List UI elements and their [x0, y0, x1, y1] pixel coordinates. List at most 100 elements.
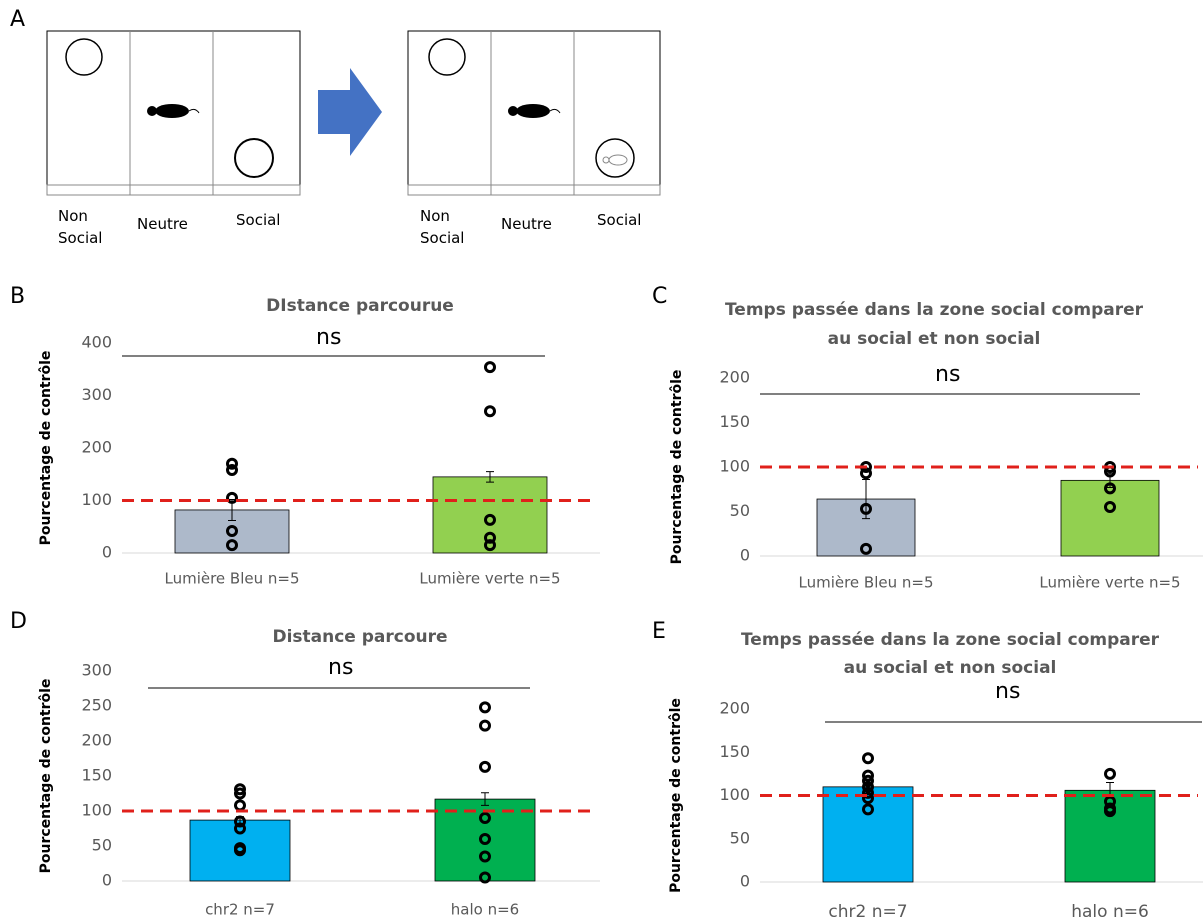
zone-label: Neutre: [137, 215, 188, 233]
y-tick-label: 400: [81, 333, 112, 352]
panel-letter: E: [652, 619, 666, 644]
y-tick-label: 150: [81, 766, 112, 785]
data-point: [484, 539, 496, 552]
y-tick-label: 200: [719, 368, 750, 387]
y-tick-label: 50: [730, 828, 750, 847]
y-tick-label: 0: [740, 546, 750, 565]
chart-title: Distance parcoure: [272, 627, 447, 647]
x-tick-label: chr2 n=7: [205, 901, 275, 919]
chart-title: au social et non social: [844, 658, 1057, 678]
significance-label: ns: [316, 325, 341, 350]
data-point: [234, 815, 246, 828]
data-point: [862, 752, 874, 765]
panel-letter: B: [10, 284, 25, 309]
chart-title: Temps passée dans la zone social compare…: [725, 300, 1144, 320]
y-tick-label: 200: [81, 438, 112, 457]
data-point: [234, 787, 246, 800]
data-point: [860, 542, 872, 555]
arrow: [318, 68, 382, 156]
y-axis-label: Pourcentage de contrôle: [38, 679, 54, 874]
data-point: [234, 799, 246, 812]
data-point: [479, 871, 491, 884]
data-point: [479, 850, 491, 863]
data-point: [226, 524, 238, 537]
panel-letter: D: [10, 609, 27, 634]
data-point: [862, 792, 874, 805]
y-axis-label: Pourcentage de contrôle: [38, 351, 54, 546]
data-point: [862, 780, 874, 793]
y-tick-label: 50: [92, 836, 112, 855]
data-point: [1104, 482, 1116, 495]
y-axis-label: Pourcentage de contrôle: [669, 370, 685, 565]
zone-label: Social: [597, 211, 642, 229]
x-tick-label: chr2 n=7: [828, 902, 907, 922]
data-point: [479, 812, 491, 824]
y-tick-label: 200: [719, 699, 750, 718]
mouse-icon: [508, 104, 561, 118]
data-point: [860, 502, 872, 515]
data-point: [484, 361, 496, 374]
data-point: [226, 464, 238, 477]
data-point: [484, 531, 496, 544]
data-point: [479, 833, 491, 845]
y-tick-label: 150: [719, 412, 750, 431]
data-point: [234, 844, 246, 857]
panel-letter: A: [10, 7, 25, 32]
data-point: [484, 513, 496, 526]
y-tick-label: 250: [81, 696, 112, 715]
chart-title: DIstance parcourue: [266, 296, 454, 316]
y-tick-label: 0: [740, 872, 750, 891]
zone-label: Social: [236, 211, 281, 229]
y-axis-label: Pourcentage de contrôle: [668, 698, 684, 893]
data-point: [1104, 767, 1116, 780]
x-tick-label: Lumière verte n=5: [419, 570, 560, 588]
data-point: [226, 491, 238, 504]
x-tick-label: Lumière Bleu n=5: [798, 574, 933, 592]
y-tick-label: 0: [102, 871, 112, 890]
x-tick-label: halo n=6: [451, 901, 519, 919]
y-tick-label: 200: [81, 731, 112, 750]
data-point: [234, 822, 246, 835]
arena-before: [46, 30, 301, 196]
significance-label: ns: [995, 679, 1020, 704]
data-point: [226, 457, 238, 470]
y-tick-label: 0: [102, 543, 112, 562]
significance-label: ns: [328, 655, 353, 680]
y-tick-label: 300: [81, 385, 112, 404]
x-tick-label: halo n=6: [1071, 902, 1149, 922]
y-tick-label: 100: [719, 785, 750, 804]
x-tick-label: Lumière verte n=5: [1039, 574, 1180, 592]
data-point: [479, 719, 491, 732]
data-point: [234, 783, 246, 796]
y-tick-label: 150: [719, 742, 750, 761]
y-tick-label: 300: [81, 661, 112, 680]
error-bar: [481, 792, 489, 806]
data-point: [862, 803, 874, 816]
y-tick-label: 50: [730, 501, 750, 520]
zone-label: Neutre: [501, 215, 552, 233]
data-point: [860, 467, 872, 480]
data-point: [226, 539, 238, 552]
data-point: [862, 769, 874, 782]
bar: [189, 819, 291, 882]
data-point: [1104, 501, 1116, 514]
arena-after: [407, 30, 661, 196]
zone-label: Non Social: [420, 207, 465, 247]
chart-title: Temps passée dans la zone social compare…: [741, 630, 1160, 650]
zone-label: Non Social: [58, 207, 103, 247]
mouse-icon: [147, 104, 200, 118]
significance-label: ns: [935, 362, 960, 387]
data-point: [479, 701, 491, 714]
data-point: [1104, 805, 1116, 818]
data-point: [862, 774, 874, 787]
panel-letter: C: [652, 284, 667, 309]
x-tick-label: Lumière Bleu n=5: [164, 570, 299, 588]
y-tick-label: 100: [81, 490, 112, 509]
data-point: [484, 405, 496, 418]
data-point: [862, 786, 874, 799]
chart-title: au social et non social: [828, 329, 1041, 349]
error-bar: [486, 471, 494, 483]
data-point: [479, 760, 491, 773]
